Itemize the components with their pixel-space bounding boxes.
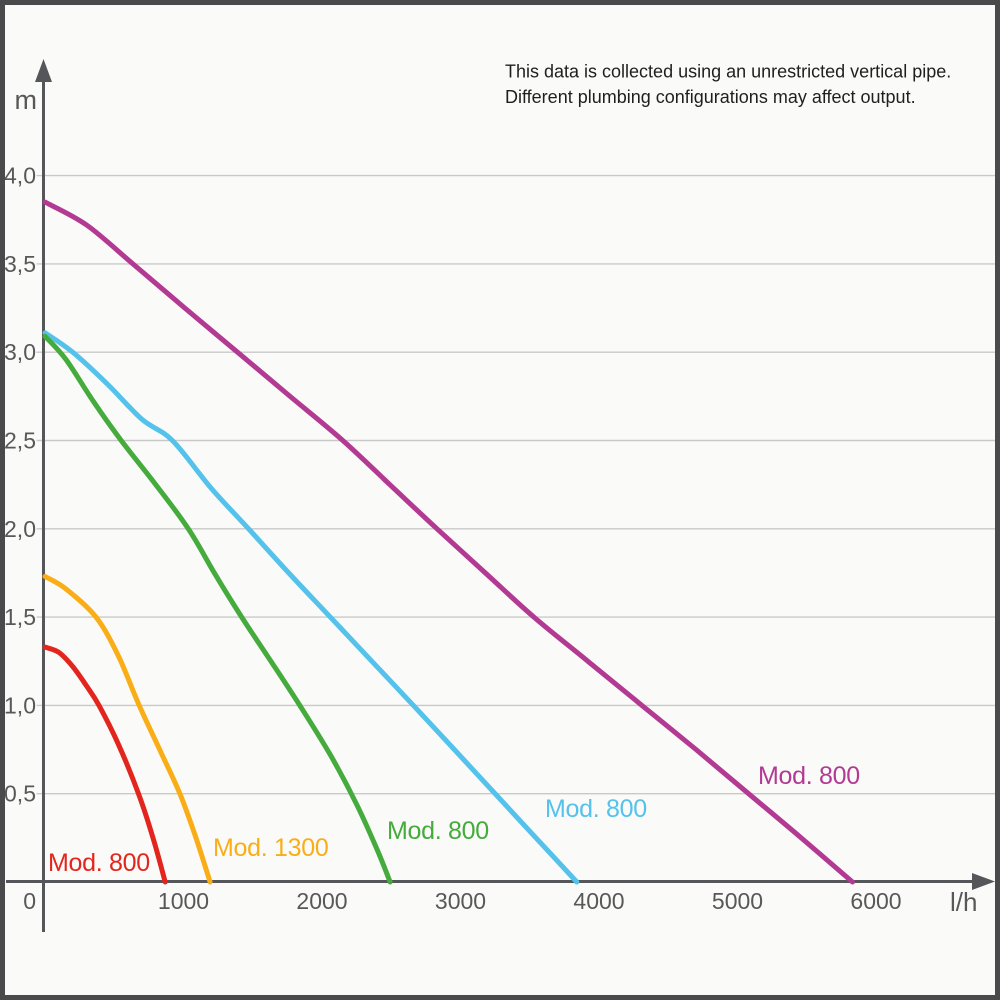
y-tick-label-4,0: 4,0 xyxy=(4,163,36,189)
curve-mod-800-cyan xyxy=(42,330,580,885)
x-tick-label-6000: 6000 xyxy=(850,888,901,914)
curve-label-mod-800-red: Mod. 800 xyxy=(48,849,150,877)
x-axis-arrow-icon xyxy=(972,873,995,890)
x-tick-labels: 0 1000 2000 3000 4000 5000 6000 xyxy=(23,888,901,914)
y-tick-label-0,5: 0,5 xyxy=(4,781,36,807)
pump-curve-labels: Mod. 800 Mod. 1300 Mod. 800 Mod. 800 Mod. 80… xyxy=(48,762,860,877)
curve-mod-800-magenta xyxy=(42,199,855,885)
curve-label-mod-800-magenta: Mod. 800 xyxy=(758,762,860,790)
note-line-1: This data is collected using an unrestri… xyxy=(505,62,951,82)
pump-curves xyxy=(42,199,855,885)
y-tick-labels: 0,5 1,0 1,5 2,0 2,5 3,0 3,5 4,0 xyxy=(4,163,36,807)
x-tick-label-0: 0 xyxy=(23,888,36,914)
y-tick-label-1,5: 1,5 xyxy=(4,604,36,630)
x-tick-label-3000: 3000 xyxy=(435,888,486,914)
note-line-2: Different plumbing configurations may af… xyxy=(505,87,916,107)
x-tick-label-4000: 4000 xyxy=(573,888,624,914)
y-axis-arrow-icon xyxy=(35,59,52,82)
y-axis-unit-label: m xyxy=(15,85,38,115)
y-tick-label-2,0: 2,0 xyxy=(4,516,36,542)
curve-label-mod-1300-orange: Mod. 1300 xyxy=(213,834,328,862)
curve-mod-800-green xyxy=(42,333,393,885)
y-tick-label-3,5: 3,5 xyxy=(4,251,36,277)
curve-mod-1300-orange xyxy=(42,574,213,885)
curve-mod-800-red xyxy=(42,644,168,885)
x-tick-label-1000: 1000 xyxy=(158,888,209,914)
curve-label-mod-800-green: Mod. 800 xyxy=(387,817,489,845)
y-tick-label-2,5: 2,5 xyxy=(4,428,36,454)
y-tick-label-1,0: 1,0 xyxy=(4,692,36,718)
x-axis-unit-label: l/h xyxy=(950,887,977,917)
y-tick-label-3,0: 3,0 xyxy=(4,339,36,365)
gridlines xyxy=(36,174,995,795)
curve-label-mod-800-cyan: Mod. 800 xyxy=(545,795,647,823)
x-tick-label-5000: 5000 xyxy=(712,888,763,914)
x-tick-label-2000: 2000 xyxy=(296,888,347,914)
